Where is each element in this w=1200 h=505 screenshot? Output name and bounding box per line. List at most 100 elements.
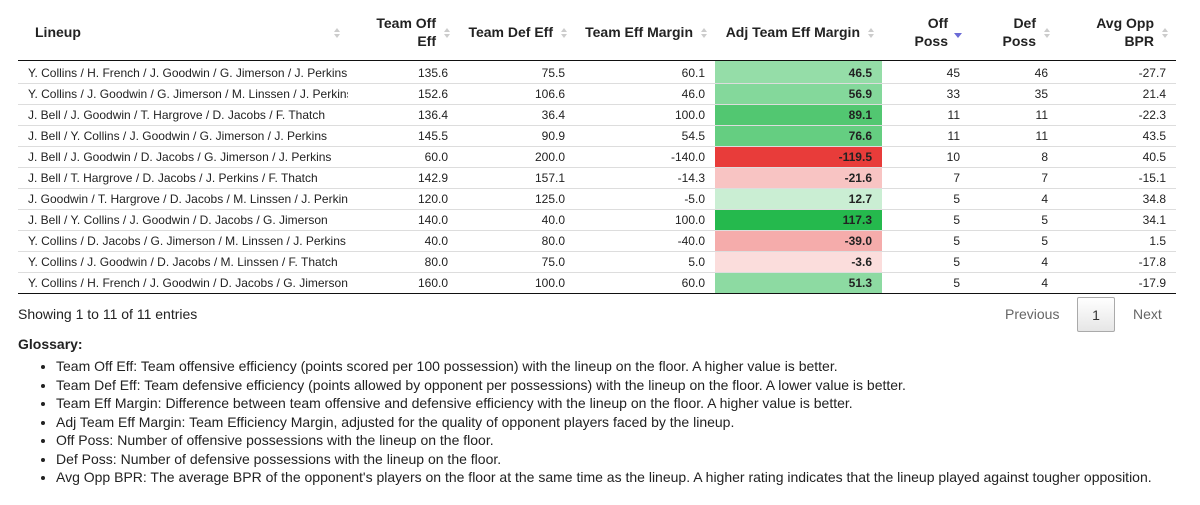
value-cell: 157.1 bbox=[458, 167, 575, 189]
column-header[interactable]: Off Poss bbox=[882, 4, 970, 61]
value-cell: 46.5 bbox=[715, 60, 882, 84]
value-cell: 1.5 bbox=[1058, 230, 1176, 252]
value-cell: 75.5 bbox=[541, 66, 565, 80]
value-cell: 140.0 bbox=[348, 209, 458, 231]
table-row: J. Bell / Y. Collins / J. Goodwin / D. J… bbox=[18, 209, 1176, 231]
glossary-item: Team Off Eff: Team offensive efficiency … bbox=[56, 357, 1196, 376]
value-cell: 60.1 bbox=[681, 66, 705, 80]
value-cell: 34.8 bbox=[1058, 188, 1176, 210]
value-cell: 145.5 bbox=[348, 125, 458, 147]
lineup-cell: Y. Collins / H. French / J. Goodwin / G.… bbox=[28, 66, 348, 80]
value-cell: 142.9 bbox=[348, 167, 458, 189]
lineup-cell: Y. Collins / H. French / J. Goodwin / D.… bbox=[18, 272, 348, 294]
lineup-cell: Y. Collins / J. Goodwin / G. Jimerson / … bbox=[18, 83, 348, 105]
value-cell: 35 bbox=[970, 83, 1058, 105]
value-cell: 54.5 bbox=[575, 125, 715, 147]
value-cell: 76.6 bbox=[715, 125, 882, 147]
column-header[interactable]: Team Def Eff bbox=[458, 4, 575, 61]
glossary-list: Team Off Eff: Team offensive efficiency … bbox=[38, 357, 1196, 487]
column-header[interactable]: Team Off Eff bbox=[348, 4, 458, 61]
lineup-cell: Y. Collins / D. Jacobs / G. Jimerson / M… bbox=[18, 230, 348, 252]
value-cell: 120.0 bbox=[348, 188, 458, 210]
value-cell: 75.0 bbox=[458, 251, 575, 273]
value-cell: 5 bbox=[882, 251, 970, 273]
value-cell: 136.4 bbox=[348, 104, 458, 126]
table-row: J. Goodwin / T. Hargrove / D. Jacobs / M… bbox=[18, 188, 1176, 210]
glossary-item: Team Def Eff: Team defensive efficiency … bbox=[56, 376, 1196, 395]
value-cell: -17.8 bbox=[1058, 251, 1176, 273]
table-row: Y. Collins / H. French / J. Goodwin / D.… bbox=[18, 272, 1176, 294]
value-cell: -40.0 bbox=[575, 230, 715, 252]
previous-button[interactable]: Previous bbox=[1005, 306, 1060, 322]
glossary-title: Glossary: bbox=[18, 336, 83, 352]
column-header[interactable]: Adj Team Eff Margin bbox=[715, 4, 882, 61]
glossary-item: Def Poss: Number of defensive possession… bbox=[56, 450, 1196, 469]
value-cell: 5 bbox=[882, 188, 970, 210]
entries-info: Showing 1 to 11 of 11 entries bbox=[18, 306, 198, 322]
value-cell: 4 bbox=[970, 251, 1058, 273]
value-cell: 106.6 bbox=[458, 83, 575, 105]
table-row: J. Bell / J. Goodwin / D. Jacobs / G. Ji… bbox=[18, 146, 1176, 168]
page-button[interactable]: 1 bbox=[1077, 297, 1115, 332]
value-cell: 100.0 bbox=[575, 209, 715, 231]
value-cell: 5 bbox=[882, 209, 970, 231]
value-cell: 5 bbox=[882, 230, 970, 252]
value-cell: 11 bbox=[970, 104, 1058, 126]
value-cell: 200.0 bbox=[458, 146, 575, 168]
value-cell: 11 bbox=[882, 104, 970, 126]
lineup-cell: Y. Collins / J. Goodwin / D. Jacobs / M.… bbox=[18, 251, 348, 273]
value-cell: 46 bbox=[1034, 66, 1048, 80]
value-cell: 152.6 bbox=[348, 83, 458, 105]
glossary-item: Team Eff Margin: Difference between team… bbox=[56, 394, 1196, 413]
glossary-item: Off Poss: Number of offensive possession… bbox=[56, 431, 1196, 450]
value-cell: -14.3 bbox=[575, 167, 715, 189]
header-row: Lineup Team Off Eff Team Def Eff Team Eff M… bbox=[18, 4, 1176, 61]
value-cell: 40.5 bbox=[1058, 146, 1176, 168]
value-cell: 21.4 bbox=[1058, 83, 1176, 105]
column-header[interactable]: Team Eff Margin bbox=[575, 4, 715, 61]
value-cell: 8 bbox=[970, 146, 1058, 168]
value-cell: 4 bbox=[970, 188, 1058, 210]
glossary-item: Adj Team Eff Margin: Team Efficiency Mar… bbox=[56, 413, 1196, 432]
value-cell: 10 bbox=[882, 146, 970, 168]
value-cell: 5 bbox=[970, 209, 1058, 231]
value-cell: 34.1 bbox=[1058, 209, 1176, 231]
value-cell: 51.3 bbox=[715, 272, 882, 294]
value-cell: -22.3 bbox=[1058, 104, 1176, 126]
value-cell: 33 bbox=[882, 83, 970, 105]
table-row: J. Bell / J. Goodwin / T. Hargrove / D. … bbox=[18, 104, 1176, 126]
value-cell: 12.7 bbox=[715, 188, 882, 210]
table-row: Y. Collins / J. Goodwin / D. Jacobs / M.… bbox=[18, 251, 1176, 273]
value-cell: -5.0 bbox=[575, 188, 715, 210]
value-cell: 5.0 bbox=[575, 251, 715, 273]
table-body: Y. Collins / H. French / J. Goodwin / G.… bbox=[18, 60, 1176, 294]
column-header[interactable]: Avg Opp BPR bbox=[1058, 4, 1176, 61]
value-cell: 80.0 bbox=[348, 251, 458, 273]
lineup-cell: J. Bell / Y. Collins / J. Goodwin / G. J… bbox=[18, 125, 348, 147]
value-cell: -15.1 bbox=[1058, 167, 1176, 189]
value-cell: 135.6 bbox=[417, 66, 448, 80]
value-cell: 100.0 bbox=[575, 104, 715, 126]
column-header[interactable]: Def Poss bbox=[970, 4, 1058, 61]
lineup-cell: J. Bell / J. Goodwin / D. Jacobs / G. Ji… bbox=[18, 146, 348, 168]
value-cell: 7 bbox=[970, 167, 1058, 189]
table-row: Y. Collins / H. French / J. Goodwin / G.… bbox=[18, 60, 1176, 84]
value-cell: 11 bbox=[970, 125, 1058, 147]
value-cell: 160.0 bbox=[348, 272, 458, 294]
value-cell: 89.1 bbox=[715, 104, 882, 126]
value-cell: -119.5 bbox=[715, 146, 882, 168]
value-cell: -140.0 bbox=[575, 146, 715, 168]
value-cell: 5 bbox=[970, 230, 1058, 252]
lineup-cell: J. Goodwin / T. Hargrove / D. Jacobs / M… bbox=[18, 188, 348, 210]
value-cell: 117.3 bbox=[715, 209, 882, 231]
column-header[interactable]: Lineup bbox=[18, 4, 348, 61]
value-cell: 60.0 bbox=[575, 272, 715, 294]
value-cell: 5 bbox=[882, 272, 970, 294]
value-cell: -17.9 bbox=[1058, 272, 1176, 294]
value-cell: 11 bbox=[882, 125, 970, 147]
value-cell: 43.5 bbox=[1058, 125, 1176, 147]
lineup-table: Lineup Team Off Eff Team Def Eff Team Eff M… bbox=[18, 4, 1176, 294]
value-cell: -21.6 bbox=[715, 167, 882, 189]
next-button[interactable]: Next bbox=[1133, 306, 1162, 322]
